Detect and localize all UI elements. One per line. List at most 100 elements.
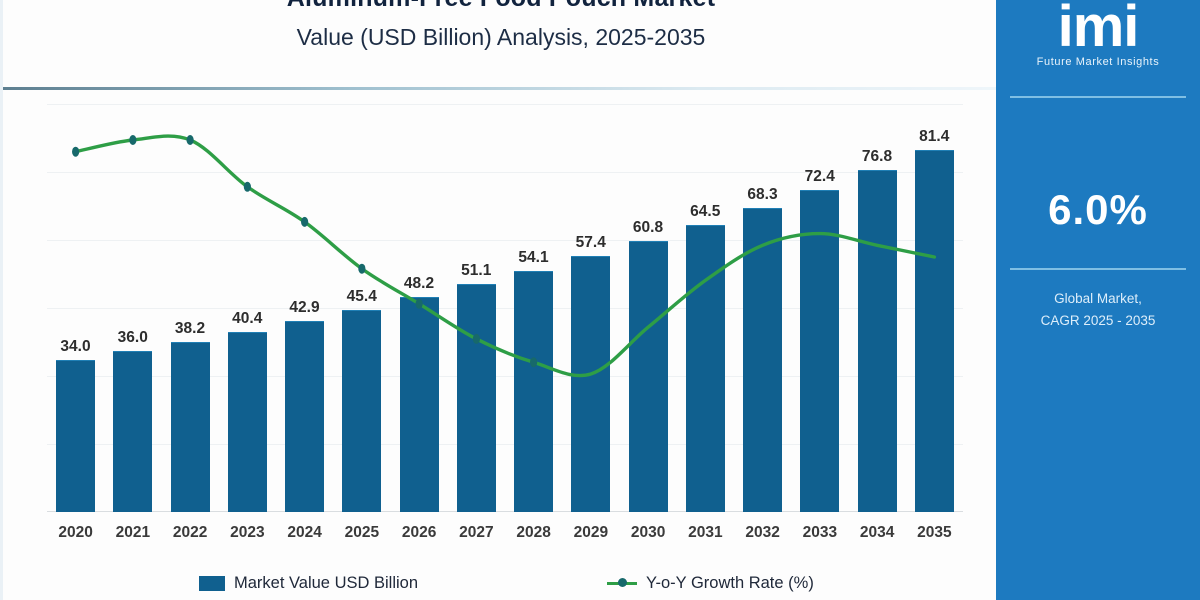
chart-panel: Aluminum-Free Food Pouch Market Value (U… — [0, 0, 999, 600]
chart-title-block: Aluminum-Free Food Pouch Market Value (U… — [3, 0, 999, 86]
gridline — [47, 172, 963, 173]
x-axis-tick-label: 2025 — [344, 524, 380, 541]
bar-slot: 42.9 — [276, 104, 333, 512]
bar[interactable] — [56, 360, 95, 512]
bar-slot: 54.1 — [505, 104, 562, 512]
bar-value-label: 48.2 — [403, 275, 435, 293]
bar-slot: 60.8 — [620, 104, 677, 512]
legend-label-growth-rate: Y-o-Y Growth Rate (%) — [646, 573, 814, 592]
x-axis-labels: 2020 2021 2022 2023 2024 2025 2026 2027 2028 2029… — [47, 524, 963, 552]
bar-value-label: 36.0 — [117, 329, 148, 347]
bar[interactable] — [857, 170, 897, 512]
line-data-point[interactable] — [358, 263, 366, 274]
x-axis-tick-label: 2023 — [230, 524, 265, 541]
bar[interactable] — [514, 271, 553, 512]
brand-logo: imi Future Market Insights — [996, 0, 1200, 86]
x-axis-tick-label: 2032 — [745, 524, 780, 541]
line-data-point[interactable] — [472, 333, 480, 344]
logo-wordmark: imi — [1057, 0, 1140, 59]
bar-slot: 45.4 — [333, 104, 390, 512]
bar-value-label: 42.9 — [289, 298, 320, 316]
bar[interactable] — [800, 189, 840, 512]
bar-slot: 57.4 — [562, 104, 619, 512]
bar-value-label: 40.4 — [232, 309, 263, 327]
gridline — [47, 444, 963, 445]
legend-label-market-value: Market Value USD Billion — [234, 573, 419, 592]
bar[interactable] — [456, 284, 496, 512]
x-axis-tick-label: 2028 — [516, 524, 551, 541]
x-axis-tick-label: 2026 — [401, 524, 437, 541]
line-data-point[interactable] — [72, 146, 80, 157]
growth-rate-line-series — [72, 134, 937, 378]
bar-slot: 36.0 — [104, 104, 161, 512]
bar-value-label: 76.8 — [861, 148, 893, 166]
bar[interactable] — [113, 351, 153, 512]
bar[interactable] — [227, 331, 267, 512]
bar-slot: 72.4 — [791, 104, 848, 512]
line-data-point[interactable] — [301, 216, 309, 227]
growth-rate-line — [73, 134, 937, 378]
bar-slot: 76.8 — [849, 104, 906, 512]
sidebar-divider-bottom — [1010, 268, 1186, 270]
legend-item-market-value[interactable]: Market Value USD Billion — [199, 570, 418, 596]
gridline — [47, 104, 963, 105]
bar-value-label: 45.4 — [346, 287, 377, 305]
x-axis-tick-label: 2022 — [172, 524, 208, 541]
legend-item-growth-rate[interactable]: Y-o-Y Growth Rate (%) — [607, 570, 814, 596]
bar-slot: 51.1 — [448, 104, 505, 512]
x-axis-line — [47, 511, 963, 512]
x-axis-tick-label: 2024 — [287, 524, 322, 541]
x-axis-tick-label: 2029 — [573, 524, 609, 541]
bar-value-label: 51.1 — [461, 262, 492, 280]
bar[interactable] — [571, 256, 611, 512]
line-data-point[interactable] — [243, 181, 251, 192]
bar-value-label: 38.2 — [174, 319, 206, 337]
gridline — [47, 376, 963, 377]
logo-tagline: Future Market Insights — [1036, 56, 1160, 68]
legend-swatch-bar-icon — [199, 575, 225, 591]
line-data-point[interactable] — [530, 357, 538, 368]
bar-value-label: 68.3 — [747, 186, 778, 204]
bar[interactable] — [342, 309, 382, 512]
bar[interactable] — [170, 341, 210, 512]
bar-value-label: 81.4 — [919, 128, 950, 146]
bar-value-label: 72.4 — [804, 167, 835, 185]
bar-slot: 34.0 — [47, 104, 104, 512]
bar[interactable] — [399, 297, 439, 512]
chart-legend: Market Value USD Billion Y-o-Y Growth Ra… — [47, 570, 963, 600]
x-axis-tick-label: 2030 — [630, 524, 666, 541]
bar[interactable] — [743, 208, 782, 512]
x-axis-tick-label: 2035 — [917, 524, 952, 541]
x-axis-tick-label: 2021 — [115, 524, 151, 541]
line-data-point[interactable] — [415, 298, 423, 309]
cagr-caption-line-1: Global Market, — [1054, 291, 1142, 306]
line-data-point[interactable] — [186, 135, 194, 145]
cagr-caption: Global Market, CAGR 2025 - 2035 — [996, 288, 1200, 332]
plot-area: 34.0 36.0 38.2 40.4 42.9 45.4 48.2 51.1 54.1 57.4… — [47, 104, 963, 512]
bar-slot: 40.4 — [219, 104, 276, 512]
bar-series: 34.0 36.0 38.2 40.4 42.9 45.4 48.2 51.1 54.1 57.4… — [47, 104, 963, 512]
bar[interactable] — [285, 320, 324, 512]
page-title: Aluminum-Free Food Pouch Market — [3, 0, 999, 13]
bar-value-label: 60.8 — [632, 219, 664, 237]
line-data-point[interactable] — [129, 135, 137, 145]
bar[interactable] — [628, 241, 668, 512]
x-axis-tick-label: 2031 — [688, 524, 723, 541]
x-axis-tick-label: 2020 — [58, 524, 93, 541]
title-divider — [3, 87, 999, 90]
gridline — [47, 308, 963, 309]
cagr-caption-line-2: CAGR 2025 - 2035 — [1040, 313, 1156, 328]
bar-slot: 48.2 — [391, 104, 448, 512]
bar-slot: 68.3 — [734, 104, 791, 512]
sidebar-divider-top — [1010, 96, 1186, 98]
gridline — [47, 240, 963, 241]
bar-value-label: 54.1 — [518, 249, 549, 267]
page-subtitle: Value (USD Billion) Analysis, 2025-2035 — [296, 24, 706, 50]
legend-swatch-line-icon — [607, 576, 637, 590]
x-axis-tick-label: 2027 — [459, 524, 494, 541]
x-axis-tick-label: 2034 — [859, 524, 895, 541]
cagr-value: 6.0% — [1048, 186, 1148, 233]
bar-slot: 81.4 — [906, 104, 963, 512]
bar[interactable] — [914, 150, 954, 512]
